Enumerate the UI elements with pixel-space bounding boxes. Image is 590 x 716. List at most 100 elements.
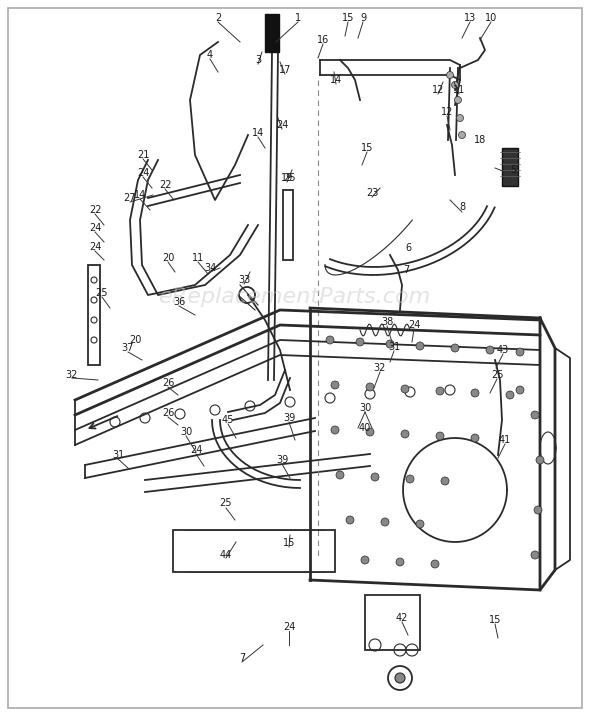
Text: 32: 32 [66, 370, 78, 380]
Text: 9: 9 [360, 13, 366, 23]
Text: 24: 24 [283, 622, 295, 632]
Text: 39: 39 [276, 455, 288, 465]
Text: 11: 11 [192, 253, 204, 263]
Circle shape [371, 473, 379, 481]
Text: 24: 24 [89, 223, 101, 233]
Circle shape [534, 506, 542, 514]
Text: 22: 22 [159, 180, 171, 190]
Text: 4: 4 [207, 50, 213, 60]
Text: 20: 20 [162, 253, 174, 263]
Circle shape [536, 456, 544, 464]
Circle shape [441, 477, 449, 485]
Text: 34: 34 [204, 263, 216, 273]
Circle shape [416, 342, 424, 350]
Text: 24: 24 [89, 242, 101, 252]
Bar [173, 530, 335, 572]
Text: 42: 42 [396, 613, 408, 623]
Text: eReplacementParts.com: eReplacementParts.com [159, 287, 431, 307]
Bar [365, 595, 420, 650]
Circle shape [471, 389, 479, 397]
Circle shape [436, 432, 444, 440]
Bar [265, 14, 279, 52]
Circle shape [331, 381, 339, 389]
Text: 31: 31 [112, 450, 124, 460]
Text: 16: 16 [317, 35, 329, 45]
Text: 27: 27 [124, 193, 136, 203]
Circle shape [451, 344, 459, 352]
Text: 24: 24 [408, 320, 420, 330]
Circle shape [336, 471, 344, 479]
Circle shape [381, 518, 389, 526]
Text: 13: 13 [464, 13, 476, 23]
Text: 25: 25 [219, 498, 232, 508]
Text: 40: 40 [359, 423, 371, 433]
Circle shape [457, 115, 464, 122]
Text: 26: 26 [162, 378, 174, 388]
Text: 37: 37 [122, 343, 134, 353]
Circle shape [361, 556, 369, 564]
Circle shape [366, 383, 374, 391]
Circle shape [454, 97, 461, 104]
Text: 7: 7 [403, 265, 409, 275]
Text: 19: 19 [281, 173, 293, 183]
Circle shape [486, 346, 494, 354]
Bar [502, 148, 518, 186]
Circle shape [346, 516, 354, 524]
Text: 31: 31 [388, 342, 400, 352]
Circle shape [431, 560, 439, 568]
Text: 15: 15 [361, 143, 373, 153]
Text: 10: 10 [485, 13, 497, 23]
Text: 41: 41 [499, 435, 511, 445]
Circle shape [531, 411, 539, 419]
Text: 1: 1 [295, 13, 301, 23]
Circle shape [451, 82, 458, 89]
Circle shape [356, 338, 364, 346]
Text: 36: 36 [173, 297, 185, 307]
Text: 24: 24 [137, 168, 149, 178]
Circle shape [401, 430, 409, 438]
Circle shape [436, 387, 444, 395]
Text: 15: 15 [283, 538, 295, 548]
Text: 2: 2 [215, 13, 221, 23]
Text: 17: 17 [279, 65, 291, 75]
Text: 43: 43 [497, 345, 509, 355]
Text: 12: 12 [441, 107, 453, 117]
Text: 7: 7 [239, 653, 245, 663]
Text: 22: 22 [88, 205, 101, 215]
Circle shape [386, 340, 394, 348]
Circle shape [326, 336, 334, 344]
Text: 45: 45 [222, 415, 234, 425]
Circle shape [506, 391, 514, 399]
Text: 25: 25 [491, 370, 503, 380]
Bar [283, 190, 293, 260]
Text: 26: 26 [162, 408, 174, 418]
Text: 24: 24 [276, 120, 288, 130]
Text: 30: 30 [180, 427, 192, 437]
Text: 44: 44 [220, 550, 232, 560]
Text: 15: 15 [342, 13, 354, 23]
Text: 15: 15 [489, 615, 501, 625]
Text: 30: 30 [359, 403, 371, 413]
Text: 33: 33 [238, 275, 250, 285]
Text: 14: 14 [330, 75, 342, 85]
Circle shape [401, 385, 409, 393]
Text: 21: 21 [137, 150, 149, 160]
Circle shape [396, 558, 404, 566]
Circle shape [458, 132, 466, 138]
Text: 32: 32 [374, 363, 386, 373]
Text: 5: 5 [510, 165, 516, 175]
Text: 3: 3 [255, 55, 261, 65]
Circle shape [516, 386, 524, 394]
Text: 11: 11 [453, 85, 465, 95]
Circle shape [331, 426, 339, 434]
Text: 20: 20 [129, 335, 141, 345]
Text: 23: 23 [366, 188, 378, 198]
Text: 38: 38 [381, 317, 393, 327]
Circle shape [531, 551, 539, 559]
Text: 6: 6 [405, 243, 411, 253]
Text: 8: 8 [459, 202, 465, 212]
Text: 14: 14 [134, 190, 146, 200]
Bar [88, 265, 100, 365]
Text: 25: 25 [96, 288, 108, 298]
Text: 14: 14 [252, 128, 264, 138]
